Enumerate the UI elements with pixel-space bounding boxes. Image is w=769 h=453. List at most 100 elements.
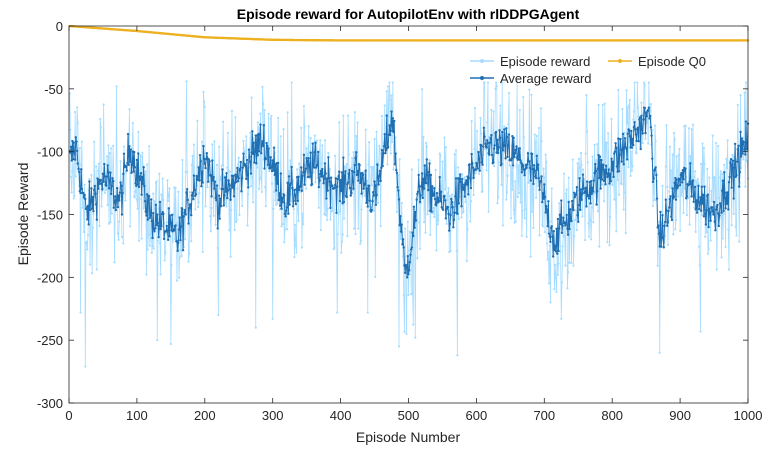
average-reward-point: [111, 180, 115, 183]
episode-reward-point: [525, 235, 528, 238]
episode-reward-point: [84, 365, 87, 368]
episode-reward-point: [217, 145, 221, 148]
average-reward-point: [317, 185, 321, 189]
average-reward-point: [509, 159, 513, 162]
average-reward-point: [703, 185, 706, 188]
average-reward-point: [173, 229, 176, 232]
average-reward-point: [407, 273, 410, 276]
average-reward-point: [110, 184, 113, 188]
episode-reward-point: [86, 234, 90, 237]
average-reward-point: [587, 197, 591, 200]
average-reward-point: [609, 180, 613, 183]
episode-reward-point: [83, 183, 86, 186]
episode-reward-point: [290, 81, 293, 84]
episode-reward-point: [497, 196, 500, 199]
episode-reward-point: [283, 228, 287, 231]
episode-reward-point: [584, 152, 587, 155]
episode-reward-point: [100, 205, 103, 208]
average-reward-point: [129, 148, 132, 151]
average-reward-point: [176, 249, 179, 253]
episode-reward-point: [684, 124, 687, 127]
average-reward-point: [561, 224, 564, 228]
average-reward-point: [647, 106, 651, 109]
episode-reward-point: [505, 191, 509, 194]
episode-reward-point: [234, 220, 238, 224]
average-reward-point: [739, 130, 742, 134]
episode-reward-point: [168, 187, 171, 190]
average-reward-point: [214, 196, 217, 200]
average-reward-point: [88, 180, 91, 183]
average-reward-point: [740, 137, 744, 140]
episode-reward-point: [391, 140, 394, 144]
average-reward-point: [358, 164, 361, 167]
average-reward-point: [457, 202, 460, 205]
average-reward-point: [201, 181, 204, 184]
episode-reward-point: [578, 166, 581, 169]
average-reward-point: [158, 224, 161, 228]
average-reward-point: [544, 211, 547, 214]
average-reward-point: [575, 192, 578, 196]
average-reward-point: [165, 224, 168, 228]
episode-reward-point: [364, 128, 367, 131]
episode-reward-point: [230, 208, 233, 212]
episode-reward-point: [535, 196, 538, 199]
average-reward-point: [625, 158, 629, 161]
average-reward-point: [556, 252, 559, 255]
episode-reward-point: [228, 229, 231, 232]
episode-reward-point: [242, 139, 245, 143]
episode-reward-point: [448, 194, 452, 198]
average-reward-point: [595, 203, 598, 206]
average-reward-point: [438, 175, 441, 179]
average-reward-point: [249, 172, 253, 175]
average-reward-point: [665, 209, 668, 212]
average-reward-point: [528, 166, 532, 170]
average-reward-point: [627, 129, 631, 132]
episode-reward-point: [679, 229, 682, 232]
average-reward-point: [143, 199, 147, 203]
episode-reward-point: [699, 330, 702, 333]
episode-reward-point: [109, 221, 112, 224]
average-reward-point: [247, 148, 251, 151]
average-reward-point: [217, 212, 220, 215]
episode-reward-point: [606, 241, 609, 244]
episode-reward-point: [349, 172, 352, 175]
episode-reward-point: [676, 195, 680, 198]
average-reward-point: [610, 157, 613, 160]
episode-reward-point: [107, 222, 111, 225]
episode-reward-point: [101, 189, 104, 193]
average-reward-point: [496, 138, 499, 141]
average-reward-point: [678, 177, 681, 181]
average-reward-point: [520, 161, 523, 165]
average-reward-point: [248, 155, 251, 158]
average-reward-point: [312, 164, 315, 167]
episode-reward-point: [511, 166, 515, 170]
average-reward-point: [340, 189, 343, 193]
y-tick-label: 0: [56, 19, 63, 34]
episode-reward-point: [682, 211, 685, 215]
average-reward-point: [693, 194, 696, 197]
average-reward-point: [183, 208, 187, 212]
average-reward-point: [113, 201, 116, 204]
episode-reward-point: [74, 175, 77, 178]
average-reward-point: [225, 172, 228, 175]
average-reward-point: [272, 146, 276, 149]
average-reward-point: [297, 188, 301, 192]
average-reward-point: [478, 169, 481, 172]
average-reward-point: [453, 211, 456, 214]
average-reward-point: [711, 210, 714, 213]
episode-reward-point: [256, 121, 259, 124]
average-reward-point: [251, 152, 255, 156]
average-reward-point: [385, 114, 388, 117]
episode-reward-point: [543, 231, 547, 234]
average-reward-point: [446, 205, 450, 209]
average-reward-point: [380, 149, 384, 152]
episode-reward-point: [742, 158, 745, 161]
episode-reward-point: [694, 230, 697, 234]
average-reward-point: [519, 159, 522, 162]
episode-reward-point: [356, 121, 359, 124]
episode-reward-point: [445, 222, 448, 226]
average-reward-point: [742, 141, 746, 144]
episode-reward-point: [632, 118, 635, 121]
episode-reward-point: [233, 228, 236, 231]
episode-reward-point: [119, 160, 122, 163]
